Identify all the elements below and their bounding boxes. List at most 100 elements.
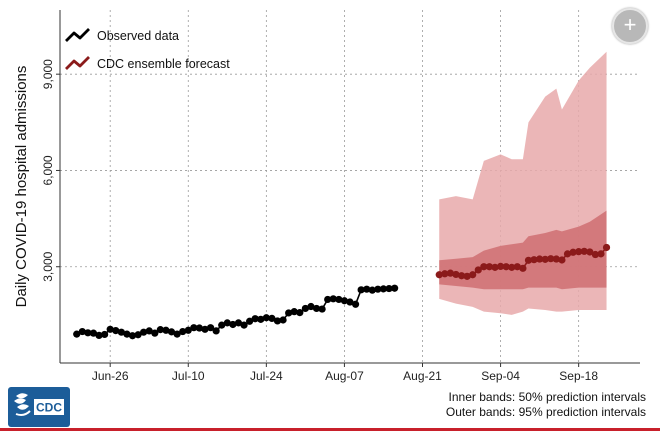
observed-point bbox=[112, 326, 120, 335]
inner-bands-note: Inner bands: 50% prediction intervals bbox=[448, 390, 646, 404]
x-tick-label: Aug-07 bbox=[325, 369, 364, 383]
observed-point bbox=[201, 325, 209, 333]
observed-point bbox=[296, 309, 304, 317]
observed-point bbox=[106, 325, 114, 333]
observed-point bbox=[162, 326, 170, 334]
forecast-point bbox=[457, 272, 466, 280]
observed-point bbox=[307, 302, 315, 311]
observed-point bbox=[218, 321, 226, 329]
observed-point bbox=[246, 317, 254, 325]
y-axis-label: Daily COVID-19 hospital admissions bbox=[13, 66, 30, 308]
observed-point bbox=[101, 330, 109, 339]
zoom-in-icon: + bbox=[623, 12, 637, 37]
forecast-point bbox=[563, 250, 572, 258]
forecast-point bbox=[463, 272, 471, 280]
y-tick-label: 6,000 bbox=[41, 155, 55, 185]
observed-point bbox=[268, 314, 276, 322]
observed-point bbox=[346, 298, 354, 306]
forecast-point bbox=[530, 256, 538, 264]
x-tick-label: Sep-04 bbox=[481, 369, 520, 383]
forecast-point bbox=[441, 270, 449, 278]
observed-point bbox=[145, 327, 153, 335]
legend-swatch-observed bbox=[65, 28, 90, 42]
forecast-point bbox=[524, 256, 533, 264]
forecast-point bbox=[536, 255, 544, 263]
observed-point bbox=[262, 314, 270, 322]
forecast-point bbox=[452, 270, 460, 279]
observed-point bbox=[335, 295, 343, 304]
observed-point bbox=[73, 330, 81, 338]
observed-point bbox=[273, 317, 282, 325]
observed-point bbox=[173, 330, 181, 338]
series-layer bbox=[73, 243, 611, 340]
observed-point bbox=[195, 324, 204, 332]
forecast-point bbox=[591, 250, 599, 259]
observed-point bbox=[290, 308, 298, 316]
observed-point bbox=[89, 329, 98, 337]
observed-point bbox=[279, 316, 287, 324]
observed-point bbox=[312, 304, 321, 313]
forecast-point bbox=[597, 250, 605, 258]
legend-label-observed: Observed data bbox=[97, 29, 179, 43]
forecast-point bbox=[446, 269, 454, 277]
forecast-point bbox=[480, 263, 488, 271]
cdc-logo: CDC bbox=[8, 387, 70, 427]
observed-point bbox=[212, 327, 220, 335]
x-tick-label: Sep-18 bbox=[559, 369, 598, 383]
observed-point bbox=[206, 324, 215, 332]
observed-point bbox=[391, 284, 399, 292]
forecast-point bbox=[552, 255, 560, 263]
forecast-point bbox=[558, 256, 566, 264]
x-tick-label: Jun-26 bbox=[92, 369, 129, 383]
forecast-point bbox=[580, 247, 588, 255]
forecast-point bbox=[435, 271, 443, 279]
observed-point bbox=[223, 319, 231, 327]
bottom-accent-rule bbox=[0, 428, 660, 431]
forecast-point bbox=[491, 263, 499, 271]
observed-point bbox=[95, 331, 103, 340]
observed-point bbox=[140, 328, 148, 336]
observed-point bbox=[379, 285, 388, 293]
observed-point bbox=[128, 332, 137, 340]
forecast-point bbox=[496, 262, 505, 271]
legend-swatch-forecast bbox=[65, 56, 90, 70]
forecast-point bbox=[547, 255, 555, 263]
observed-point bbox=[234, 319, 243, 327]
observed-point bbox=[374, 285, 382, 293]
forecast-point bbox=[519, 264, 527, 272]
observed-point bbox=[117, 328, 125, 336]
x-tick-label: Jul-10 bbox=[172, 369, 205, 383]
outer-bands-note: Outer bands: 95% prediction intervals bbox=[445, 405, 646, 419]
forecast-point bbox=[485, 263, 494, 271]
forecast-point bbox=[469, 271, 477, 279]
observed-point bbox=[229, 320, 237, 329]
forecast-point bbox=[474, 266, 482, 274]
zoom-in-button[interactable]: + bbox=[612, 8, 648, 44]
cdc-logo-text: CDC bbox=[36, 401, 62, 415]
observed-point bbox=[123, 330, 131, 338]
observed-point bbox=[156, 326, 164, 334]
legend-label-forecast: CDC ensemble forecast bbox=[97, 57, 230, 71]
forecast-point bbox=[513, 263, 521, 271]
observed-point bbox=[184, 326, 192, 334]
y-tick-label: 9,000 bbox=[41, 59, 55, 89]
axes: 3,000 6,000 9,000 Jun-26 Jul-10 Jul-24 Aug-07 A… bbox=[13, 10, 640, 383]
observed-point bbox=[257, 315, 265, 323]
forecast-point bbox=[569, 248, 577, 256]
observed-point bbox=[385, 284, 393, 293]
forecast-point bbox=[508, 263, 516, 271]
x-tick-label: Jul-24 bbox=[250, 369, 283, 383]
observed-point bbox=[324, 295, 332, 304]
observed-point bbox=[285, 309, 293, 317]
observed-point bbox=[318, 305, 326, 313]
observed-point bbox=[363, 285, 371, 293]
observed-point bbox=[301, 304, 309, 313]
forecast-point bbox=[602, 243, 611, 252]
observed-point bbox=[329, 295, 337, 303]
legend: Observed data CDC ensemble forecast bbox=[65, 28, 230, 71]
observed-point bbox=[240, 321, 248, 329]
x-tick-label: Aug-21 bbox=[403, 369, 442, 383]
observed-point bbox=[84, 329, 92, 337]
observed-point bbox=[151, 329, 159, 337]
